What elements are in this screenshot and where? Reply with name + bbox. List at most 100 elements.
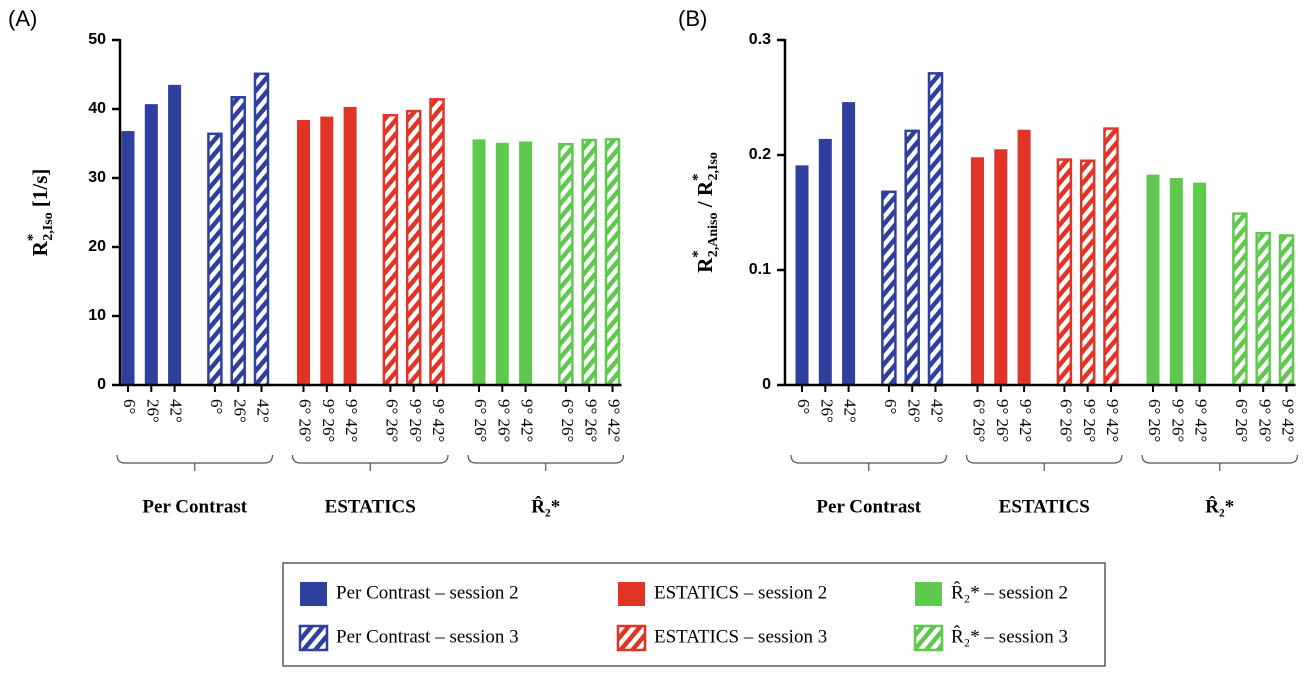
y-axis-label-part: [1/s] xyxy=(28,169,52,213)
y-axis-label-part: * xyxy=(690,250,706,258)
bar xyxy=(1278,234,1295,387)
y-axis-label: R*2,Aniso / R*2,Iso xyxy=(690,152,721,273)
bar xyxy=(1169,178,1183,385)
x-tick-label: 9° 42° xyxy=(1192,399,1211,442)
bar xyxy=(927,72,944,387)
bar xyxy=(253,72,270,387)
y-tick-label: 40 xyxy=(88,100,106,117)
y-axis-label-part: 2,Aniso xyxy=(706,213,721,258)
x-tick-label: 9° 26° xyxy=(1255,399,1274,442)
bar xyxy=(382,113,399,387)
x-tick-label: 6° 26° xyxy=(558,399,577,442)
bar xyxy=(1232,212,1248,387)
bar xyxy=(1017,129,1031,385)
bar xyxy=(971,157,984,385)
bar xyxy=(343,106,357,386)
x-tick-label: 9° 42° xyxy=(605,399,624,442)
x-tick-label: 6° xyxy=(794,399,813,414)
bar xyxy=(320,116,334,385)
bar xyxy=(558,142,574,387)
bar xyxy=(581,138,597,387)
bar xyxy=(1193,182,1207,385)
bar xyxy=(1146,174,1160,385)
y-axis-label-part: / R xyxy=(693,180,717,212)
x-tick-label: 9° 26° xyxy=(1168,399,1187,442)
bar xyxy=(1056,158,1073,387)
x-tick-label: 6° 26° xyxy=(1145,399,1164,442)
y-axis-label: R*2,Iso [1/s] xyxy=(25,169,56,257)
x-tick-label: 6° 26° xyxy=(471,399,490,442)
x-tick-label: 42° xyxy=(928,399,947,423)
y-tick-label: 10 xyxy=(88,307,106,324)
x-tick-label: 26° xyxy=(817,399,836,423)
legend-label: ESTATICS – session 3 xyxy=(654,626,827,647)
y-axis-label-part: R xyxy=(693,257,717,273)
panel-label: (A) xyxy=(8,6,37,31)
group-label: Per Contrast xyxy=(142,496,247,517)
legend-swatch xyxy=(915,582,942,606)
x-tick-label: 26° xyxy=(904,399,923,423)
bar xyxy=(230,96,246,387)
y-axis-label-part: 2,Iso xyxy=(706,152,721,180)
x-tick-label: 9° 26° xyxy=(319,399,338,442)
bar xyxy=(842,102,856,385)
y-tick-label: 0.1 xyxy=(749,261,771,278)
x-tick-label: 42° xyxy=(167,399,186,423)
x-tick-label: 6° 26° xyxy=(1056,399,1075,442)
x-tick-label: 9° 26° xyxy=(494,399,513,442)
bar xyxy=(795,165,809,385)
bar xyxy=(297,120,310,385)
y-tick-label: 20 xyxy=(88,238,106,255)
x-tick-label: 6° 26° xyxy=(382,399,401,442)
legend-swatch xyxy=(616,624,647,652)
x-tick-label: 6° xyxy=(207,399,226,414)
x-tick-label: 6° xyxy=(120,399,139,414)
bar xyxy=(121,131,135,385)
group-bracket xyxy=(291,454,449,471)
group-bracket xyxy=(467,454,625,471)
bar xyxy=(495,142,509,385)
x-tick-label: 26° xyxy=(230,399,249,423)
x-tick-label: 9° 42° xyxy=(1103,399,1122,442)
x-tick-label: 42° xyxy=(254,399,273,423)
group-label: Per Contrast xyxy=(816,496,921,517)
group-label: R̂₂* xyxy=(531,496,560,517)
group-bracket xyxy=(116,454,274,471)
y-axis-label-part: * xyxy=(25,234,41,242)
legend-swatch xyxy=(300,582,327,606)
bar xyxy=(904,129,920,387)
y-tick-label: 0.3 xyxy=(749,31,771,48)
y-axis-label-part: 2,Iso xyxy=(41,212,56,240)
group-bracket xyxy=(965,454,1123,471)
panel-label: (B) xyxy=(678,6,707,31)
legend-swatch xyxy=(298,624,329,652)
y-tick-label: 0 xyxy=(97,376,106,393)
bar xyxy=(1103,127,1119,387)
group-label: R̂₂* xyxy=(1205,496,1234,517)
x-tick-label: 42° xyxy=(841,399,860,423)
bar xyxy=(472,139,486,385)
legend-swatch xyxy=(618,582,645,606)
legend-box xyxy=(282,562,1106,667)
bar xyxy=(405,109,422,387)
bar xyxy=(881,190,897,387)
y-tick-label: 0 xyxy=(762,376,771,393)
x-tick-label: 9° 26° xyxy=(993,399,1012,442)
x-tick-label: 9° 42° xyxy=(518,399,537,442)
legend-swatch xyxy=(913,624,944,652)
y-axis-label-part: * xyxy=(690,174,706,182)
y-tick-label: 0.2 xyxy=(749,146,771,163)
x-tick-label: 6° 26° xyxy=(1232,399,1251,442)
x-tick-label: 9° 42° xyxy=(342,399,361,442)
x-tick-label: 6° xyxy=(881,399,900,414)
bar xyxy=(207,132,223,387)
legend-label: Per Contrast – session 2 xyxy=(336,582,519,603)
bar xyxy=(818,138,832,385)
bar xyxy=(144,104,158,386)
legend-label: R̂₂* – session 2 xyxy=(951,582,1068,604)
y-tick-label: 30 xyxy=(88,169,106,186)
legend-label: Per Contrast – session 3 xyxy=(336,626,519,647)
bar xyxy=(519,141,533,385)
